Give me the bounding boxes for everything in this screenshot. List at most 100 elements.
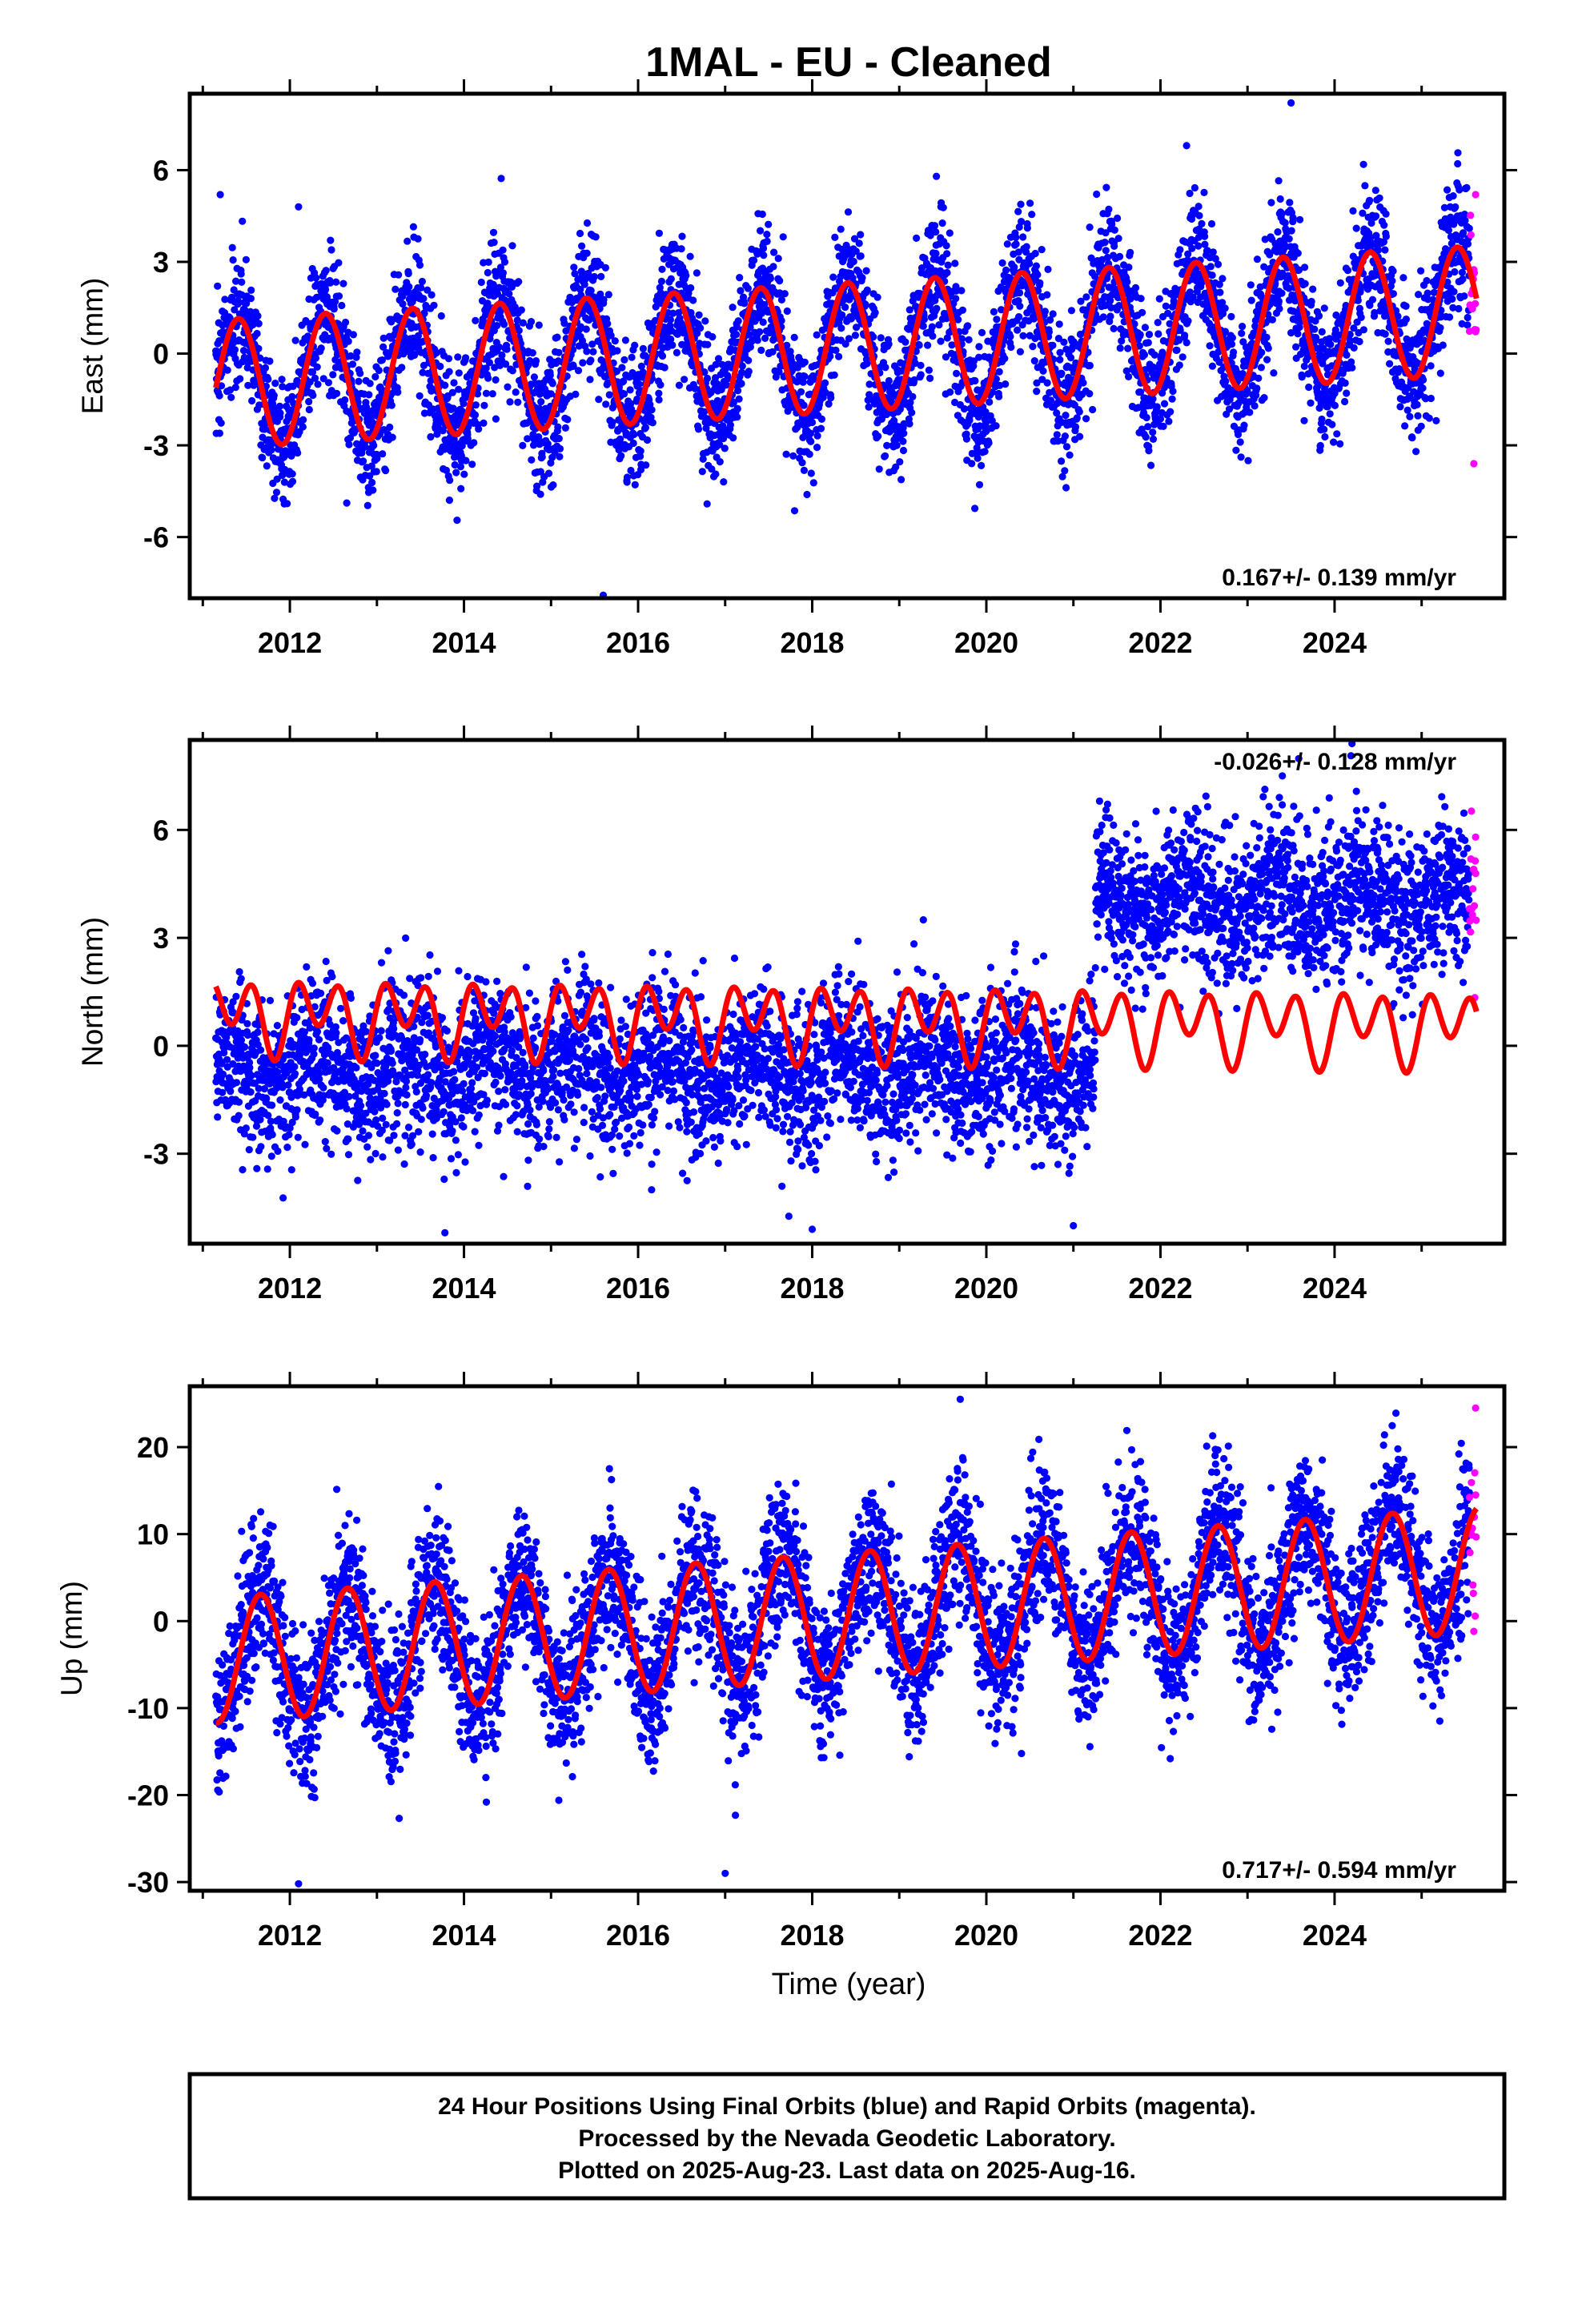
data-point (513, 316, 521, 324)
data-point (1380, 221, 1388, 229)
data-point (1181, 332, 1189, 340)
data-point (587, 356, 595, 364)
east-model-curve (213, 244, 1480, 448)
data-point (1336, 440, 1344, 448)
data-point (528, 349, 536, 357)
data-point (493, 322, 501, 330)
data-point (1444, 226, 1452, 235)
data-point (1419, 376, 1427, 384)
data-point (926, 374, 934, 382)
data-point (1321, 432, 1329, 441)
data-point (572, 390, 580, 398)
data-point (631, 341, 639, 349)
data-point (799, 378, 807, 386)
data-point (667, 275, 675, 283)
data-point (1244, 456, 1252, 464)
data-point (1427, 394, 1435, 403)
data-point (777, 316, 785, 324)
data-point (1357, 313, 1365, 321)
data-point (1198, 279, 1206, 287)
data-point (575, 342, 583, 350)
data-point (769, 263, 777, 271)
data-point (544, 469, 553, 477)
data-point (215, 337, 223, 345)
data-point (526, 356, 534, 365)
data-point (835, 352, 843, 360)
data-point (896, 458, 904, 466)
data-point (1255, 374, 1263, 382)
data-point (636, 452, 644, 460)
data-point (538, 453, 546, 461)
data-point (841, 304, 849, 312)
data-point (1355, 337, 1363, 346)
data-point (738, 362, 746, 370)
data-point (807, 437, 815, 446)
data-point (631, 480, 639, 489)
data-point (484, 374, 492, 382)
data-point (737, 287, 745, 295)
data-point (652, 316, 660, 324)
data-point (974, 454, 982, 462)
data-point (1153, 403, 1161, 411)
data-point (458, 442, 466, 450)
data-point (1126, 248, 1134, 256)
data-point (536, 490, 544, 498)
data-point (757, 227, 765, 235)
data-point (783, 341, 791, 349)
data-point (556, 444, 564, 453)
data-point (1239, 370, 1247, 378)
data-point (1447, 239, 1456, 247)
data-point (445, 497, 454, 505)
data-point (1455, 304, 1463, 313)
data-point (1382, 210, 1390, 218)
data-point (935, 321, 943, 329)
data-point (845, 335, 853, 343)
data-point (990, 308, 998, 316)
data-point (1214, 260, 1223, 268)
data-point (712, 470, 720, 478)
data-point (803, 490, 811, 499)
data-point (760, 251, 768, 259)
data-point (462, 354, 470, 362)
data-point (995, 368, 1003, 376)
data-point (367, 462, 375, 470)
data-point (636, 447, 644, 455)
data-point (620, 390, 628, 398)
data-point (457, 485, 465, 493)
data-point (865, 380, 873, 388)
data-point (1124, 344, 1132, 352)
data-point (604, 291, 612, 299)
data-point (615, 446, 623, 454)
data-point (989, 388, 997, 396)
data-point (958, 287, 966, 295)
data-point (497, 175, 505, 183)
data-point (470, 439, 478, 447)
data-point (763, 237, 771, 245)
data-point (319, 375, 327, 383)
data-point (938, 219, 946, 227)
data-point (1346, 331, 1354, 339)
data-point (1093, 190, 1101, 199)
data-point (1156, 415, 1165, 423)
data-point (1176, 326, 1184, 334)
data-point (578, 242, 586, 250)
data-point (733, 323, 741, 331)
data-point (592, 233, 600, 241)
data-point (365, 391, 373, 399)
data-point (1073, 414, 1081, 422)
data-point (849, 257, 857, 266)
data-point (1125, 372, 1133, 380)
data-point (759, 244, 768, 252)
data-point (427, 432, 435, 441)
data-point (1278, 289, 1286, 297)
data-point (442, 466, 451, 475)
data-point (681, 376, 689, 384)
data-point (444, 355, 453, 363)
data-point (409, 223, 417, 231)
data-point (1016, 348, 1024, 356)
data-point (1137, 295, 1145, 303)
data-point (464, 435, 472, 443)
data-point (375, 366, 383, 375)
data-point (1030, 357, 1038, 365)
